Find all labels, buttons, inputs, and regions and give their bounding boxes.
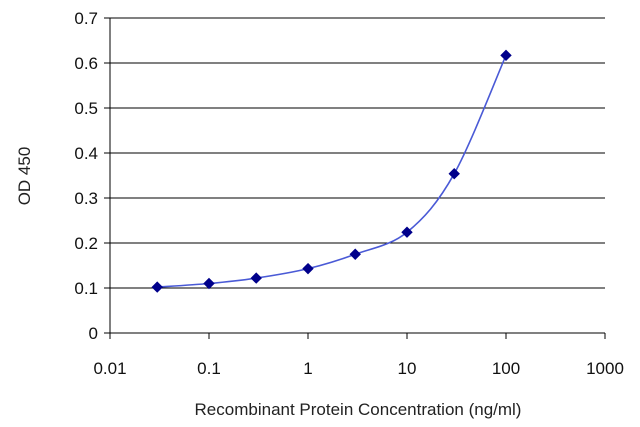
x-tick-label: 0.01 [93, 359, 126, 378]
y-axis-title: OD 450 [15, 147, 34, 206]
y-tick-labels: 0 0.1 0.2 0.3 0.4 0.5 0.6 0.7 [74, 9, 98, 343]
x-tick-label: 10 [398, 359, 417, 378]
gridlines [110, 17, 605, 289]
y-tick-label: 0.4 [74, 144, 98, 163]
y-tick-label: 0.3 [74, 189, 98, 208]
y-tick-label: 0.6 [74, 54, 98, 73]
data-points [151, 49, 512, 293]
axes [104, 17, 606, 339]
data-point-marker [302, 262, 314, 275]
fit-curve [157, 55, 507, 288]
fit-curve-line [157, 55, 507, 288]
data-point-marker [349, 248, 361, 260]
data-point-marker [151, 281, 163, 293]
data-point-marker [401, 226, 413, 238]
y-tick-label: 0.5 [74, 99, 98, 118]
y-tick-label: 0.1 [74, 279, 98, 298]
y-tick-label: 0 [89, 324, 98, 343]
x-tick-labels: 0.01 0.1 1 10 100 1000 [93, 359, 623, 378]
x-tick-label: 1000 [586, 359, 624, 378]
y-tick-label: 0.7 [74, 9, 98, 28]
x-axis-title: Recombinant Protein Concentration (ng/ml… [195, 400, 522, 419]
x-tick-label: 0.1 [197, 359, 221, 378]
y-tick-label: 0.2 [74, 234, 98, 253]
x-tick-label: 1 [303, 359, 312, 378]
data-point-marker [500, 49, 512, 62]
data-point-marker [250, 272, 262, 284]
data-point-marker [448, 167, 460, 180]
data-point-marker [203, 277, 215, 290]
x-tick-label: 100 [492, 359, 520, 378]
